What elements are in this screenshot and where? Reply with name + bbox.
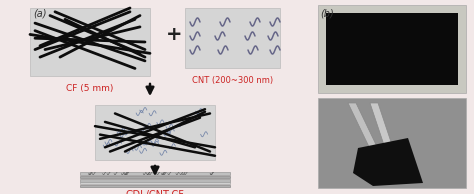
Bar xyxy=(80,172,230,175)
Bar xyxy=(318,5,466,93)
Bar xyxy=(326,13,458,85)
Text: +: + xyxy=(166,25,182,44)
Bar xyxy=(30,8,150,76)
Text: (b): (b) xyxy=(320,8,334,18)
Bar xyxy=(80,176,230,178)
Bar xyxy=(95,105,215,160)
Text: CF (5 mm): CF (5 mm) xyxy=(66,84,114,93)
Bar xyxy=(80,178,230,182)
Text: GDL/CNT-CF: GDL/CNT-CF xyxy=(126,190,184,194)
Bar xyxy=(80,182,230,184)
Bar xyxy=(80,184,230,187)
Text: CNT (200~300 nm): CNT (200~300 nm) xyxy=(192,76,273,85)
Bar xyxy=(185,8,280,68)
Polygon shape xyxy=(370,103,393,148)
Polygon shape xyxy=(353,138,423,186)
Bar xyxy=(318,98,466,188)
Polygon shape xyxy=(348,103,380,153)
Text: (a): (a) xyxy=(33,8,46,18)
